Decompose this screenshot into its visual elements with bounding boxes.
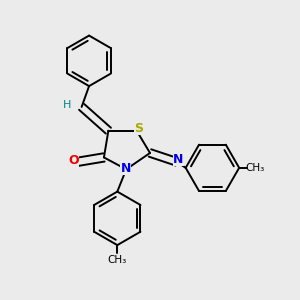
Text: CH₃: CH₃ <box>108 255 127 265</box>
Text: O: O <box>68 154 79 167</box>
Text: CH₃: CH₃ <box>246 163 265 173</box>
Text: N: N <box>173 153 183 166</box>
Text: S: S <box>134 122 143 135</box>
Text: H: H <box>63 100 72 110</box>
Text: N: N <box>120 162 131 175</box>
